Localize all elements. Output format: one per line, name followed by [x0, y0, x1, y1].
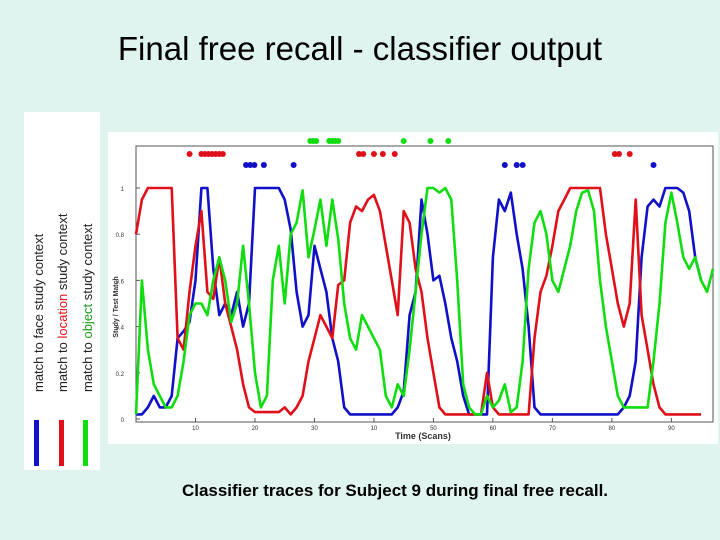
legend-object-key: object — [80, 303, 95, 339]
recall-dot-location — [186, 151, 193, 157]
x-tick-label: 30 — [311, 426, 318, 432]
x-tick-label: 10 — [192, 426, 199, 432]
recall-dot-object — [335, 138, 342, 144]
y-tick-label: 0.6 — [116, 279, 125, 285]
legend-panel: match to face study context match to loc… — [24, 112, 100, 470]
recall-dot-location — [391, 151, 398, 157]
series-line-object — [134, 186, 715, 416]
recall-dot-location — [611, 151, 618, 157]
x-tick-label: 10 — [371, 426, 378, 432]
recall-dot-object — [427, 138, 434, 144]
y-tick-label: 1 — [121, 187, 125, 193]
recall-dot-face — [247, 162, 254, 168]
legend-face-post: study context — [31, 233, 46, 314]
recall-dot-face — [290, 162, 297, 168]
x-tick-label: 60 — [490, 426, 497, 432]
x-tick-label: 50 — [430, 426, 437, 432]
plot-frame — [135, 145, 714, 423]
legend-face-key: face — [31, 313, 46, 339]
recall-dot-location — [370, 151, 377, 157]
recall-dot-object — [445, 138, 452, 144]
recall-dot-location — [360, 151, 367, 157]
y-tick-label: 0.8 — [116, 233, 125, 239]
slide-title: Final free recall - classifier output — [117, 30, 603, 67]
legend-object-label: match to object study context — [80, 224, 95, 392]
recall-dot-object — [400, 138, 407, 144]
recall-dot-location — [379, 151, 386, 157]
recall-dot-location — [356, 151, 363, 157]
recall-dot-face — [501, 162, 508, 168]
recall-dot-face — [650, 162, 657, 168]
legend-location-key: location — [55, 293, 70, 339]
recall-dot-location — [219, 151, 226, 157]
y-tick-label: 0 — [121, 418, 125, 424]
recall-dot-location — [626, 151, 633, 157]
x-tick-label: 90 — [668, 426, 675, 432]
slide-caption: Classifier traces for Subject 9 during f… — [181, 481, 609, 500]
x-axis-label: Time (Scans) — [395, 431, 451, 441]
legend-location-label: match to location study context — [55, 214, 70, 393]
recall-dot-object — [313, 138, 320, 144]
legend-face-swatch — [34, 420, 39, 466]
chart-panel: 0 0.2 0.4 0.6 0.8 1 10 20 30 10 50 60 70 80 90 Study … — [108, 132, 718, 444]
legend-location-pre: match to — [55, 338, 70, 392]
y-tick-label: 0.4 — [116, 326, 125, 332]
x-tick-label: 20 — [252, 426, 259, 432]
recall-dot-face — [251, 162, 258, 168]
recall-dot-location — [616, 151, 623, 157]
legend-location-swatch — [59, 420, 64, 466]
y-tick-label: 0.2 — [116, 372, 125, 378]
legend-object-pre: match to — [80, 338, 95, 392]
legend-object-post: study context — [80, 223, 95, 304]
x-tick-label: 70 — [549, 426, 556, 432]
recall-dot-face — [519, 162, 526, 168]
legend-object-swatch — [83, 420, 88, 466]
recall-dot-face — [243, 162, 250, 168]
recall-dot-face — [260, 162, 267, 168]
classifier-chart: 0 0.2 0.4 0.6 0.8 1 10 20 30 10 50 60 70 80 90 Study … — [113, 138, 715, 441]
legend-face-pre: match to — [31, 338, 46, 392]
legend-location-post: study context — [55, 213, 70, 294]
legend-face-label: match to face study context — [31, 234, 46, 392]
recall-dot-face — [513, 162, 520, 168]
y-axis-label: Study / Test Match — [113, 276, 120, 337]
x-tick-label: 80 — [609, 426, 616, 432]
